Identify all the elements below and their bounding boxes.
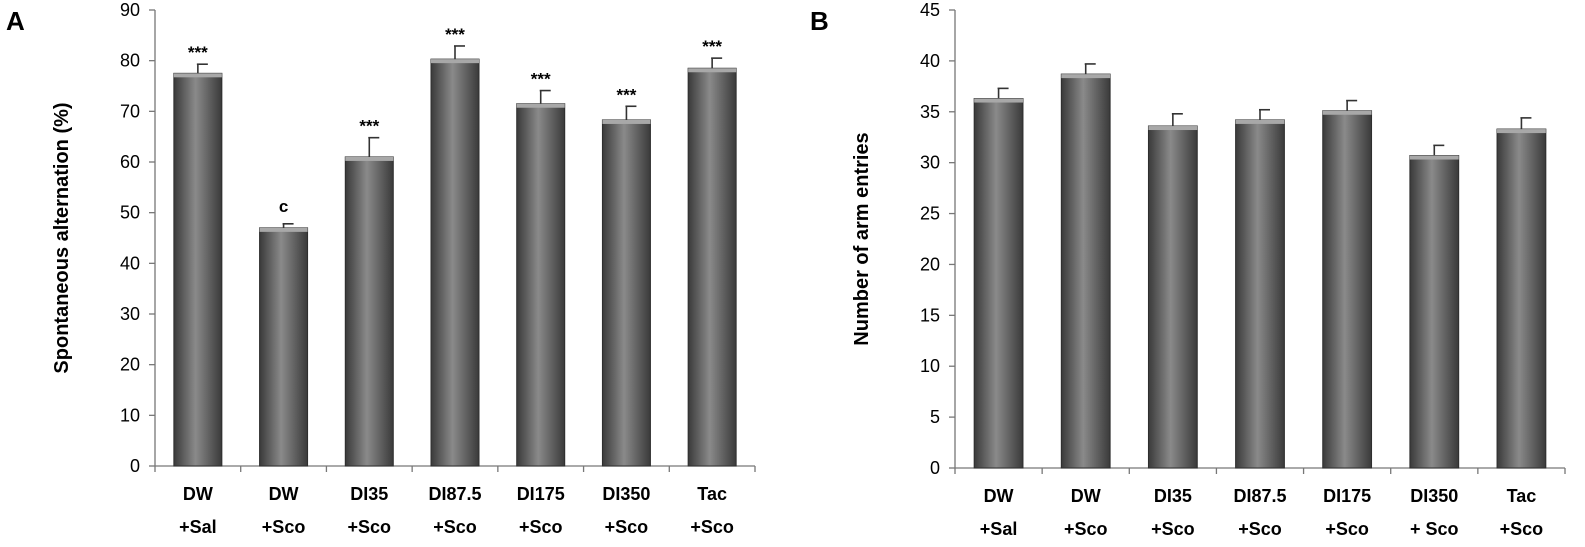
bar xyxy=(687,67,737,467)
x-category-label: Tac xyxy=(697,484,727,504)
significance-label: c xyxy=(279,197,288,216)
panel-label: A xyxy=(6,6,25,36)
y-tick-label: 30 xyxy=(920,153,940,173)
y-tick-label: 80 xyxy=(120,51,140,71)
x-category-label: DW xyxy=(984,486,1014,506)
x-category-label: +Sco xyxy=(519,517,563,537)
significance-label: *** xyxy=(531,70,551,89)
x-category-label: DI87.5 xyxy=(428,484,481,504)
y-tick-label: 40 xyxy=(920,51,940,71)
bar-cap xyxy=(974,98,1023,103)
y-tick-label: 15 xyxy=(920,305,940,325)
bar xyxy=(516,103,566,467)
bar xyxy=(430,58,480,467)
bar xyxy=(344,156,394,467)
bar-cap xyxy=(516,103,565,108)
bar-cap xyxy=(1322,110,1372,115)
y-tick-label: 10 xyxy=(120,405,140,425)
x-category-label: DW xyxy=(1071,486,1101,506)
y-tick-label: 5 xyxy=(930,407,940,427)
bar xyxy=(173,72,223,467)
x-category-label: +Sal xyxy=(179,517,217,537)
x-category-label: DW xyxy=(269,484,299,504)
bar xyxy=(1409,155,1460,469)
y-tick-label: 70 xyxy=(120,101,140,121)
bar-cap xyxy=(1497,129,1546,134)
significance-label: *** xyxy=(188,43,208,62)
bar-cap xyxy=(259,227,308,232)
x-category-label: +Sco xyxy=(1325,519,1369,539)
x-category-label: +Sco xyxy=(1238,519,1282,539)
bar-cap xyxy=(1235,119,1285,124)
y-tick-label: 20 xyxy=(120,355,140,375)
y-tick-label: 90 xyxy=(120,0,140,20)
x-category-label: Tac xyxy=(1507,486,1537,506)
y-tick-label: 25 xyxy=(920,204,940,224)
bar xyxy=(1235,119,1285,469)
bar xyxy=(1322,110,1373,469)
significance-label: *** xyxy=(359,117,379,136)
x-category-label: +Sco xyxy=(605,517,649,537)
y-tick-label: 40 xyxy=(120,253,140,273)
panel-label: B xyxy=(810,6,829,36)
bar xyxy=(259,227,309,467)
bar-cap xyxy=(345,156,394,161)
x-category-label: DI350 xyxy=(602,484,650,504)
y-tick-label: 60 xyxy=(120,152,140,172)
y-tick-label: 50 xyxy=(120,203,140,223)
y-tick-label: 20 xyxy=(920,254,940,274)
bar xyxy=(1060,73,1111,469)
bar-cap xyxy=(688,68,737,73)
x-category-label: +Sco xyxy=(348,517,392,537)
bar-cap xyxy=(173,73,222,78)
y-tick-label: 10 xyxy=(920,356,940,376)
x-category-label: DI350 xyxy=(1410,486,1458,506)
y-tick-label: 30 xyxy=(120,304,140,324)
bar-cap xyxy=(602,119,651,124)
bar-cap xyxy=(1148,126,1198,131)
y-tick-label: 35 xyxy=(920,102,940,122)
bar-cap xyxy=(1409,155,1459,160)
y-axis-title: Spontaneous alternation (%) xyxy=(51,102,73,373)
x-category-label: DI175 xyxy=(517,484,565,504)
x-category-label: +Sco xyxy=(1500,519,1544,539)
significance-label: *** xyxy=(445,25,465,44)
x-category-label: DI35 xyxy=(350,484,388,504)
x-category-label: +Sco xyxy=(433,517,477,537)
x-category-label: +Sal xyxy=(980,519,1018,539)
significance-label: *** xyxy=(616,85,636,104)
x-category-label: +Sco xyxy=(690,517,734,537)
x-category-label: +Sco xyxy=(1064,519,1108,539)
x-category-label: DI35 xyxy=(1154,486,1192,506)
x-category-label: + Sco xyxy=(1410,519,1459,539)
chart-b: B Number of arm entries 0 5 10 15 20 25 30 35 40 45… xyxy=(810,0,1566,539)
y-tick-label: 0 xyxy=(930,458,940,478)
bar xyxy=(1147,125,1198,469)
x-category-label: +Sco xyxy=(262,517,306,537)
x-category-label: DW xyxy=(183,484,213,504)
significance-label: *** xyxy=(702,37,722,56)
bar xyxy=(1496,128,1547,469)
bar-cap xyxy=(1061,74,1111,79)
y-tick-label: 0 xyxy=(130,456,140,476)
x-category-label: DI87.5 xyxy=(1233,486,1286,506)
chart-a: A Spontaneous alternation (%) 0 10 20 30 40 50 6… xyxy=(6,0,756,537)
bar xyxy=(601,119,651,467)
y-axis-title: Number of arm entries xyxy=(851,132,873,345)
y-tick-label: 45 xyxy=(920,0,940,20)
x-category-label: +Sco xyxy=(1151,519,1195,539)
bar xyxy=(973,98,1024,469)
x-category-label: DI175 xyxy=(1323,486,1371,506)
bar-cap xyxy=(431,59,479,64)
